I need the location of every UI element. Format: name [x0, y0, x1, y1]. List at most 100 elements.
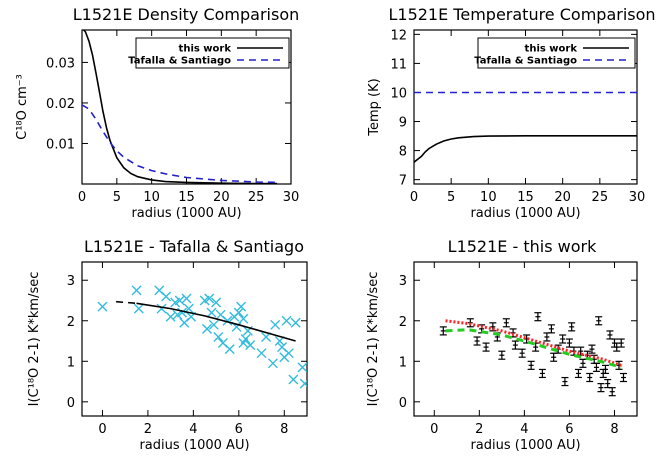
data-point-cross: [156, 303, 167, 314]
cross-stroke: [217, 338, 228, 349]
legend-box: [477, 37, 636, 69]
panel-this-work: L1521E - this work 0 2 4 6 8 0 1 2 3 radius (1000 …: [366, 237, 638, 453]
cross-stroke: [240, 334, 251, 344]
plot-area: [439, 312, 627, 397]
x-tick-label: 2: [144, 422, 152, 437]
legend-entry-label: Tafalla & Santiago: [474, 56, 577, 67]
cross-stroke: [267, 358, 278, 369]
cross-stroke: [288, 374, 299, 385]
data-point-errorbar: [601, 364, 609, 374]
data-point-errorbar: [579, 358, 587, 368]
cross-stroke: [204, 293, 215, 304]
x-tick-label: 8: [280, 422, 288, 437]
y-tick-label: 8: [399, 145, 407, 160]
data-point-errorbar: [538, 368, 546, 379]
data-point-errorbar: [604, 378, 612, 389]
cross-stroke: [131, 285, 142, 296]
cross-stroke: [97, 301, 108, 312]
data-point-cross: [206, 307, 217, 318]
cross-stroke: [177, 307, 187, 318]
cross-stroke: [299, 380, 307, 389]
y-tick-label: 3: [399, 274, 407, 289]
data-point-errorbar: [568, 322, 576, 332]
cross-stroke: [211, 297, 222, 308]
cross-stroke: [256, 348, 267, 359]
legend-box: [135, 37, 290, 69]
data-point-cross: [213, 331, 224, 342]
y-tick-label: 2: [67, 315, 75, 330]
plot-area: [414, 91, 637, 163]
data-point-cross: [288, 374, 299, 385]
y-tick-label: 7: [399, 174, 407, 189]
y-tick-label: 1: [399, 355, 407, 370]
data-point-cross: [161, 291, 172, 302]
cross-stroke: [281, 315, 292, 326]
data-point-cross: [133, 303, 144, 314]
cross-stroke: [181, 293, 192, 304]
plot-frame: [413, 261, 638, 417]
data-point-cross: [202, 323, 212, 334]
data-point-cross: [224, 344, 235, 355]
cross-stroke: [161, 291, 172, 302]
y-tick-label: 11: [390, 57, 407, 72]
data-point-cross: [297, 362, 307, 373]
panel-density-comparison: L1521E Density Comparison 0 5 10 15 20 25 30 0.0…: [15, 5, 299, 221]
y-tick-label: 0.02: [46, 97, 75, 112]
plot-area: [97, 285, 307, 389]
cross-stroke: [236, 301, 247, 312]
legend-entry-label: this work: [179, 44, 232, 55]
cross-stroke: [245, 340, 256, 351]
data-point-cross: [270, 319, 281, 330]
data-point-cross: [233, 307, 244, 318]
data-point-errorbar: [527, 360, 535, 370]
data-point-cross: [222, 315, 233, 326]
data-point-cross: [299, 378, 307, 389]
data-point-errorbar: [586, 372, 594, 383]
data-point-errorbar: [534, 312, 542, 322]
cross-stroke: [156, 303, 167, 314]
data-point-cross: [240, 334, 251, 344]
data-point-cross: [131, 285, 142, 296]
data-point-errorbar: [473, 336, 481, 346]
data-point-errorbar: [511, 340, 519, 350]
data-point-cross: [165, 311, 176, 322]
data-point-cross: [281, 315, 292, 326]
series-line: [445, 328, 622, 369]
x-tick-label: 4: [189, 422, 197, 437]
data-point-errorbar: [543, 332, 551, 342]
data-point-cross: [290, 317, 301, 328]
data-point-errorbar: [565, 338, 573, 348]
cross-stroke: [213, 331, 224, 342]
cross-stroke: [297, 362, 307, 373]
x-tick-label: 6: [235, 422, 243, 437]
y-tick-label: 2: [399, 315, 407, 330]
data-point-errorbar: [559, 334, 567, 344]
y-tick-label: 0.03: [46, 56, 75, 71]
data-point-cross: [236, 301, 247, 312]
x-axis-label: radius (1000 AU): [470, 438, 580, 453]
series-line: [445, 319, 622, 367]
data-point-cross: [245, 340, 256, 351]
cross-stroke: [133, 303, 144, 314]
data-point-errorbar: [619, 372, 627, 383]
y-tick-label: 9: [399, 116, 407, 131]
data-point-errorbar: [482, 342, 490, 352]
cross-stroke: [208, 319, 219, 330]
data-point-errorbar: [592, 362, 600, 372]
x-axis-label: radius (1000 AU): [470, 206, 580, 221]
x-axis-label: radius (1000 AU): [131, 206, 241, 221]
data-point-errorbar: [547, 324, 555, 334]
x-tick-label: 15: [517, 190, 534, 205]
x-tick-label: 20: [554, 190, 571, 205]
series-line-tafalla-santiago: [82, 104, 278, 184]
cross-stroke: [277, 342, 287, 353]
cross-stroke: [270, 319, 281, 330]
data-point-cross: [204, 293, 215, 304]
x-tick-label: 25: [592, 190, 609, 205]
cross-stroke: [215, 309, 226, 320]
x-tick-label: 0: [98, 422, 106, 437]
y-tick-label: 0: [67, 396, 75, 411]
